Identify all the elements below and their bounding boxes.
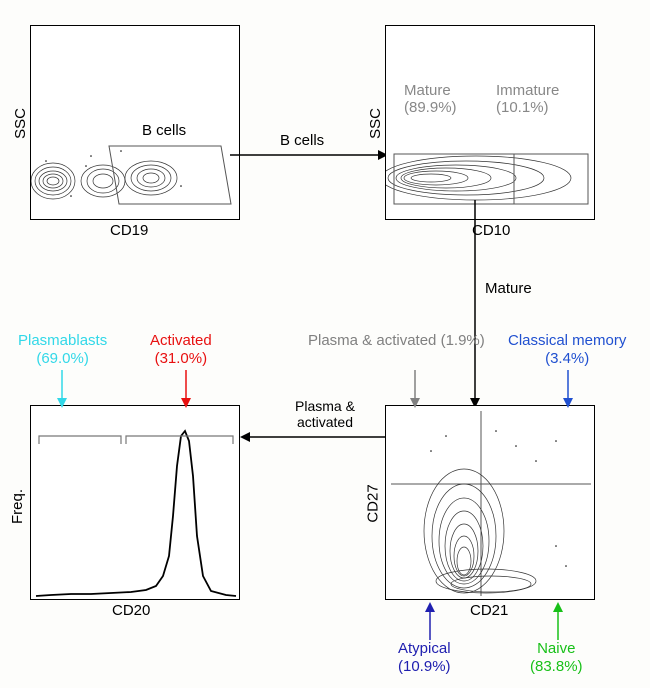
plot1-xaxis-label: CD19 (110, 222, 148, 239)
plot-ssc-cd19 (30, 25, 240, 220)
p4-plasma-label: Plasma & activated (1.9%) (308, 332, 485, 350)
arrow-p1-label: B cells (280, 132, 324, 149)
p3-plasmablasts-label: Plasmablasts (69.0%) (18, 332, 107, 368)
p4-plasma-text: Plasma & activated (308, 332, 436, 349)
plot1-contours (31, 26, 241, 221)
plot-cd27-cd21 (385, 405, 595, 600)
p4-atypical-label: Atypical (10.9%) (398, 640, 451, 676)
plot4-contours (386, 406, 596, 601)
p3-activated-pct: (31.0%) (155, 350, 208, 367)
plot1-yaxis-label: SSC (12, 108, 29, 139)
plot3-yaxis-label: Freq. (9, 489, 26, 524)
p4-atypical-text: Atypical (398, 640, 451, 657)
p4-atypical-pct: (10.9%) (398, 658, 451, 675)
plot4-yaxis-label: CD27 (365, 484, 382, 522)
p3-activated-text: Activated (150, 332, 212, 349)
arrow-p2-to-p4 (455, 200, 495, 410)
plot2-contours (386, 26, 596, 221)
plot-ssc-cd10: Mature (89.9%) Immature (10.1%) (385, 25, 595, 220)
p4-atypical-arrow (420, 602, 440, 642)
plot4-xaxis-label: CD21 (470, 602, 508, 619)
immature-text: Immature (496, 82, 559, 99)
plot2-mature-label: Mature (89.9%) (404, 82, 457, 116)
plot1-gate-label: B cells (142, 122, 186, 139)
arrow-p4-label: Plasma & activated (275, 398, 375, 430)
p3-plasmablasts-text: Plasmablasts (18, 332, 107, 349)
plot-freq-cd20 (30, 405, 240, 600)
p4-naive-label: Naive (83.8%) (530, 640, 583, 676)
p4-plasma-arrow (405, 370, 425, 410)
p3-plasmablasts-arrow (52, 370, 72, 410)
p3-activated-arrow (176, 370, 196, 410)
immature-pct: (10.1%) (496, 99, 549, 116)
arrow-p2-label: Mature (485, 280, 532, 297)
p3-activated-label: Activated (31.0%) (150, 332, 212, 368)
mature-pct: (89.9%) (404, 99, 457, 116)
p4-classical-arrow (558, 370, 578, 410)
p4-classical-pct: (3.4%) (545, 350, 589, 367)
mature-text: Mature (404, 82, 451, 99)
p4-naive-arrow (548, 602, 568, 642)
p4-naive-text: Naive (537, 640, 575, 657)
p4-classical-label: Classical memory (3.4%) (508, 332, 626, 368)
plot3-xaxis-label: CD20 (112, 602, 150, 619)
plot2-immature-label: Immature (10.1%) (496, 82, 559, 116)
plot3-histogram (31, 406, 241, 601)
p3-plasmablasts-pct: (69.0%) (36, 350, 89, 367)
p4-classical-text: Classical memory (508, 332, 626, 349)
p4-plasma-pct: (1.9%) (441, 332, 485, 349)
plot2-yaxis-label: SSC (367, 108, 384, 139)
p4-naive-pct: (83.8%) (530, 658, 583, 675)
